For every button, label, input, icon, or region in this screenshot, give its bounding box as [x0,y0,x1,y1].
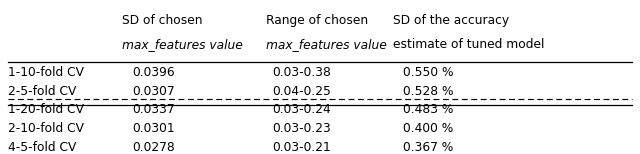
Text: 0.0337: 0.0337 [132,103,175,116]
Text: 0.0396: 0.0396 [132,66,175,79]
Text: 0.367 %: 0.367 % [403,141,453,154]
Text: 0.483 %: 0.483 % [403,103,453,116]
Text: 0.400 %: 0.400 % [403,122,453,135]
Text: 0.0278: 0.0278 [132,141,175,154]
Text: max_features value: max_features value [122,38,243,51]
Text: 0.03-0.21: 0.03-0.21 [272,141,331,154]
Text: 2-10-fold CV: 2-10-fold CV [8,122,84,135]
Text: 2-5-fold CV: 2-5-fold CV [8,85,76,98]
Text: 0.03-0.24: 0.03-0.24 [272,103,331,116]
Text: 0.550 %: 0.550 % [403,66,453,79]
Text: Range of chosen: Range of chosen [266,14,368,27]
Text: SD of chosen: SD of chosen [122,14,203,27]
Text: 0.0307: 0.0307 [132,85,175,98]
Text: 0.03-0.23: 0.03-0.23 [272,122,331,135]
Text: 1-20-fold CV: 1-20-fold CV [8,103,84,116]
Text: 0.528 %: 0.528 % [403,85,453,98]
Text: 0.03-0.38: 0.03-0.38 [272,66,331,79]
Text: 1-10-fold CV: 1-10-fold CV [8,66,84,79]
Text: estimate of tuned model: estimate of tuned model [394,38,545,51]
Text: 0.04-0.25: 0.04-0.25 [272,85,331,98]
Text: 0.0301: 0.0301 [132,122,175,135]
Text: SD of the accuracy: SD of the accuracy [394,14,509,27]
Text: max_features value: max_features value [266,38,387,51]
Text: 4-5-fold CV: 4-5-fold CV [8,141,76,154]
